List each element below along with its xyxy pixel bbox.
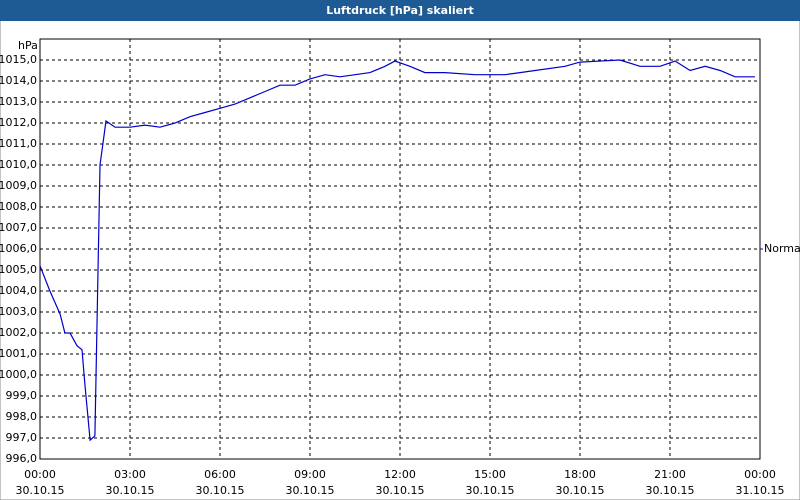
y-tick-label: 996,0	[6, 452, 38, 465]
y-tick-label: 1004,0	[0, 284, 37, 297]
x-tick-date: 30.10.15	[646, 484, 695, 497]
y-tick-label: 997,0	[6, 431, 38, 444]
chart-title: Luftdruck [hPa] skaliert	[326, 4, 474, 17]
x-tick-date: 30.10.15	[466, 484, 515, 497]
y-tick-label: 1006,0	[0, 242, 37, 255]
x-tick-date: 30.10.15	[106, 484, 155, 497]
x-tick-label: 03:00	[114, 468, 146, 481]
y-tick-label: 1001,0	[0, 347, 37, 360]
x-tick-date: 30.10.15	[376, 484, 425, 497]
y-tick-label: 1005,0	[0, 263, 37, 276]
y-tick-label: 1007,0	[0, 221, 37, 234]
data-line	[39, 59, 755, 442]
y-tick-label: 1009,0	[0, 179, 37, 192]
x-tick-date: 30.10.15	[286, 484, 335, 497]
y-tick-label: 1010,0	[0, 158, 37, 171]
y-tick-label: 1014,0	[0, 74, 37, 87]
y-tick-label: 1012,0	[0, 116, 37, 129]
y-tick-label: 1000,0	[0, 368, 37, 381]
x-tick-label: 12:00	[384, 468, 416, 481]
x-tick-label: 00:00	[24, 468, 56, 481]
y-tick-label: 998,0	[6, 410, 38, 423]
legend-label: Normal	[764, 242, 800, 255]
y-tick-label: 1013,0	[0, 95, 37, 108]
y-tick-label: 1003,0	[0, 305, 37, 318]
x-tick-label: 18:00	[564, 468, 596, 481]
y-tick-label: 999,0	[6, 389, 38, 402]
x-tick-date: 30.10.15	[196, 484, 245, 497]
x-tick-label: 21:00	[654, 468, 686, 481]
x-tick-label: 06:00	[204, 468, 236, 481]
y-axis-label: hPa	[18, 39, 38, 52]
x-tick-date: 30.10.15	[16, 484, 65, 497]
title-bar	[0, 0, 800, 21]
x-tick-date: 30.10.15	[556, 484, 605, 497]
y-tick-label: 1011,0	[0, 137, 37, 150]
y-tick-label: 1008,0	[0, 200, 37, 213]
y-tick-label: 1002,0	[0, 326, 37, 339]
y-tick-label: 1015,0	[0, 53, 37, 66]
x-tick-label: 09:00	[294, 468, 326, 481]
x-tick-label: 00:00	[744, 468, 776, 481]
x-tick-label: 15:00	[474, 468, 506, 481]
x-tick-date: 31.10.15	[736, 484, 785, 497]
